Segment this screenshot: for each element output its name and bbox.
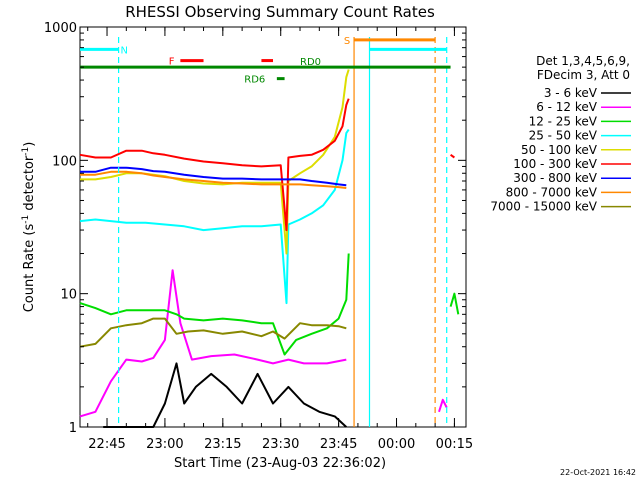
x-tick-label: 22:45 [88, 437, 125, 452]
series-3 [79, 253, 460, 356]
series-line [438, 398, 448, 413]
chart-title: RHESSI Observing Summary Count Rates [125, 3, 435, 21]
series-2 [79, 269, 448, 418]
legend-label: 100 - 300 keV [513, 157, 597, 171]
series-8 [80, 170, 347, 189]
y-axis-label-end: ) [22, 142, 37, 147]
series-line [80, 170, 347, 189]
series-line [80, 166, 347, 187]
x-axis-label: Start Time (23-Aug-03 22:36:02) [174, 456, 386, 471]
series-line [79, 129, 350, 305]
y-axis-label-tail: detector [22, 155, 37, 215]
y-axis-label-exponent: -1 [21, 215, 31, 224]
x-tick-label: 00:15 [436, 437, 473, 452]
flag-label: N [121, 45, 128, 56]
series-line [79, 269, 347, 418]
series-line [103, 362, 347, 428]
x-tick-label: 23:15 [204, 437, 241, 452]
y-tick-label: 1000 [44, 21, 77, 36]
footer-date: 22-Oct-2021 16:42 [560, 468, 636, 477]
legend-label: 50 - 100 keV [521, 143, 598, 157]
series-line [79, 98, 350, 232]
legend-label: 7000 - 15000 keV [490, 200, 597, 214]
legend-header-line-1: Det 1,3,4,5,6,9, [536, 54, 630, 68]
series-line [449, 292, 460, 315]
series-line [79, 253, 350, 356]
flag-label: S [344, 36, 350, 47]
y-tick-label: 1 [69, 421, 77, 436]
x-tick-label: 23:45 [320, 437, 357, 452]
series-9 [79, 317, 347, 348]
series-4 [79, 129, 350, 305]
x-tick-label: 23:30 [262, 437, 299, 452]
series-1 [103, 362, 347, 428]
flag-label: F [169, 57, 175, 68]
x-tick-label: 00:00 [378, 437, 415, 452]
legend-label: 800 - 7000 keV [506, 185, 598, 199]
legend-label: 12 - 25 keV [529, 114, 598, 128]
series-line [79, 317, 347, 348]
y-axis-label: Count Rate (s-1 detector-1) [21, 142, 37, 313]
series-line [450, 153, 455, 159]
series-layer [79, 69, 460, 428]
y-axis-label-exponent-2: -1 [21, 147, 31, 156]
flag-label: RD0 [300, 57, 321, 68]
plot-frame [79, 26, 467, 428]
flag-label: RD6 [244, 75, 265, 86]
legend-label: 25 - 50 keV [529, 129, 598, 143]
vertical-markers [117, 37, 448, 427]
series-7 [80, 166, 347, 187]
state-flags: N S F RD0 RD6 [80, 36, 451, 86]
legend-label: 6 - 12 keV [536, 100, 598, 114]
x-axis: 22:45 23:00 23:15 23:30 23:45 00:00 00:15 [87, 27, 473, 452]
y-axis-label-main: Count Rate (s [22, 224, 37, 313]
legend-header-line-2: FDecim 3, Att 0 [537, 68, 630, 82]
y-axis: 1 10 100 1000 [44, 21, 466, 436]
legend-label: 300 - 800 keV [513, 171, 597, 185]
x-tick-label: 23:00 [146, 437, 183, 452]
series-6 [79, 98, 455, 232]
plot-area: N S F RD0 RD6 [79, 26, 467, 428]
y-tick-label: 100 [52, 154, 77, 169]
legend-label: 3 - 6 keV [544, 86, 598, 100]
y-tick-label: 10 [60, 288, 77, 303]
legend: Det 1,3,4,5,6,9, FDecim 3, Att 0 3 - 6 k… [490, 54, 631, 214]
